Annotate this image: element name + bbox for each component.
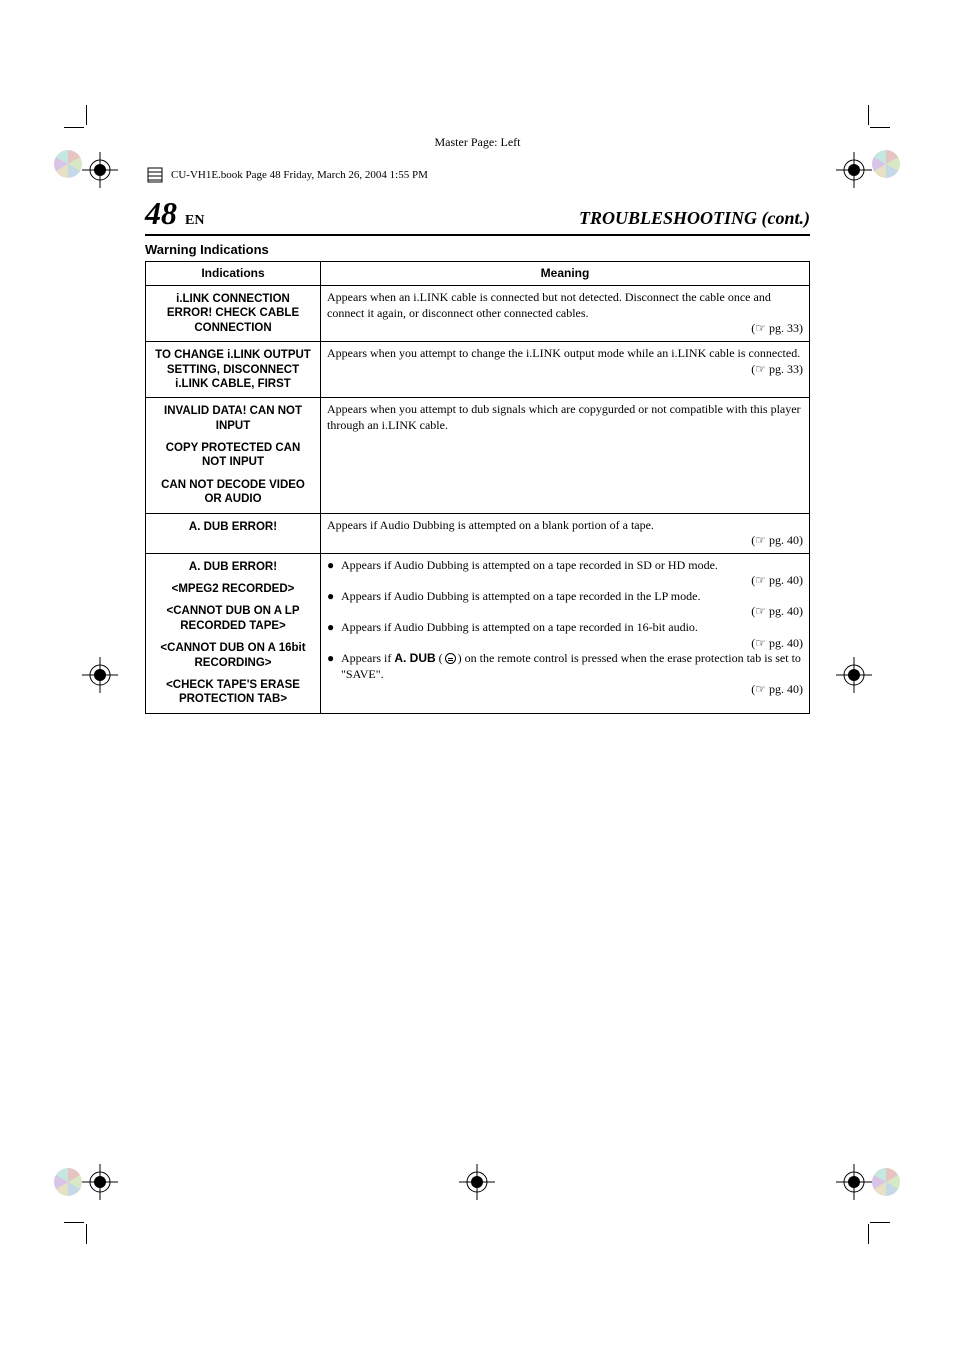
page-reference: (☞ pg. 40) [751,682,803,698]
adub-icon [445,653,456,664]
color-circle-icon [872,1168,900,1196]
indication-text: <CHECK TAPE'S ERASE PROTECTION TAB> [152,678,314,707]
warning-indications-table: Indications Meaning i.LINK CONNECTION ER… [145,261,810,714]
table-row: A. DUB ERROR! Appears if Audio Dubbing is… [146,513,810,553]
table-row: INVALID DATA! CAN NOT INPUT COPY PROTECTE… [146,398,810,513]
meaning-text: Appears when you attempt to change the i… [327,346,803,362]
indication-text: A. DUB ERROR! [152,560,314,574]
registration-mark-icon [834,1162,874,1202]
meaning-cell: Appears when you attempt to change the i… [321,342,810,398]
meaning-text: Appears if Audio Dubbing is attempted on… [327,518,803,534]
indication-text: i.LINK CONNECTION ERROR! CHECK CABLE CON… [152,292,314,335]
bullet-body: Appears if Audio Dubbing is attempted on… [341,558,803,589]
meaning-text: Appears if Audio Dubbing is attempted on… [341,558,718,574]
chapter-title: TROUBLESHOOTING (cont.) [579,208,810,229]
language-code: EN [185,213,204,228]
page-reference: (☞ pg. 33) [751,321,803,337]
registration-mark-icon [80,1162,120,1202]
meaning-text: Appears if Audio Dubbing is attempted on… [341,589,700,605]
registration-mark-icon [834,150,874,190]
meaning-cell: ●Appears if Audio Dubbing is attempted o… [321,553,810,713]
registration-mark-icon [80,150,120,190]
page-number-block: 48 EN [145,195,204,232]
registration-mark-icon [80,655,120,695]
master-page-label: Master Page: Left [145,135,810,150]
page-number: 48 [145,195,177,231]
bullet-body: Appears if Audio Dubbing is attempted on… [341,620,803,651]
indication-text: A. DUB ERROR! [152,520,314,534]
indication-text: CAN NOT DECODE VIDEO OR AUDIO [152,478,314,507]
color-circle-icon [54,150,82,178]
indication-cell: INVALID DATA! CAN NOT INPUT COPY PROTECTE… [146,398,321,513]
bullet-icon: ● [327,651,337,698]
page-reference: (☞ pg. 40) [751,604,803,620]
meaning-bullet: ●Appears if Audio Dubbing is attempted o… [327,558,803,589]
page-reference: (☞ pg. 40) [751,573,803,589]
meaning-cell: Appears if Audio Dubbing is attempted on… [321,513,810,553]
meaning-bullet: ●Appears if A. DUB () on the remote cont… [327,651,803,698]
section-title: Warning Indications [145,242,810,257]
page-reference: (☞ pg. 33) [751,362,803,378]
table-row: A. DUB ERROR! <MPEG2 RECORDED> <CANNOT DUB… [146,553,810,713]
meaning-text: Appears if Audio Dubbing is attempted on… [341,620,698,636]
indication-text: <CANNOT DUB ON A LP RECORDED TAPE> [152,604,314,633]
book-icon [145,165,165,185]
color-circle-icon [872,150,900,178]
meaning-text: Appears when an i.LINK cable is connecte… [327,290,803,321]
page-header: 48 EN TROUBLESHOOTING (cont.) [145,195,810,236]
indication-text: <CANNOT DUB ON A 16bit RECORDING> [152,641,314,670]
meaning-bullet: ●Appears if Audio Dubbing is attempted o… [327,589,803,620]
indication-text: TO CHANGE i.LINK OUTPUT SETTING, DISCONN… [152,348,314,391]
table-row: TO CHANGE i.LINK OUTPUT SETTING, DISCONN… [146,342,810,398]
bullet-icon: ● [327,620,337,651]
meaning-text: Appears when you attempt to dub signals … [327,402,803,433]
adub-label: A. DUB [394,651,435,665]
table-row: i.LINK CONNECTION ERROR! CHECK CABLE CON… [146,286,810,342]
bullet-icon: ● [327,589,337,620]
bullet-body: Appears if A. DUB () on the remote contr… [341,651,803,698]
table-header-meaning: Meaning [321,262,810,286]
book-source-text: CU-VH1E.book Page 48 Friday, March 26, 2… [171,169,428,181]
meaning-cell: Appears when you attempt to dub signals … [321,398,810,513]
table-header-indications: Indications [146,262,321,286]
book-source-header: CU-VH1E.book Page 48 Friday, March 26, 2… [145,165,428,185]
meaning-bullet: ●Appears if Audio Dubbing is attempted o… [327,620,803,651]
indication-cell: A. DUB ERROR! [146,513,321,553]
indication-cell: TO CHANGE i.LINK OUTPUT SETTING, DISCONN… [146,342,321,398]
meaning-text: Appears if A. DUB () on the remote contr… [341,651,803,682]
registration-mark-icon [457,1162,497,1202]
indication-text: INVALID DATA! CAN NOT INPUT [152,404,314,433]
indication-text: <MPEG2 RECORDED> [152,582,314,596]
bullet-body: Appears if Audio Dubbing is attempted on… [341,589,803,620]
meaning-cell: Appears when an i.LINK cable is connecte… [321,286,810,342]
color-circle-icon [54,1168,82,1196]
page-reference: (☞ pg. 40) [751,533,803,549]
indication-cell: A. DUB ERROR! <MPEG2 RECORDED> <CANNOT DUB… [146,553,321,713]
bullet-icon: ● [327,558,337,589]
registration-mark-icon [834,655,874,695]
page-reference: (☞ pg. 40) [751,636,803,652]
indication-cell: i.LINK CONNECTION ERROR! CHECK CABLE CON… [146,286,321,342]
indication-text: COPY PROTECTED CAN NOT INPUT [152,441,314,470]
